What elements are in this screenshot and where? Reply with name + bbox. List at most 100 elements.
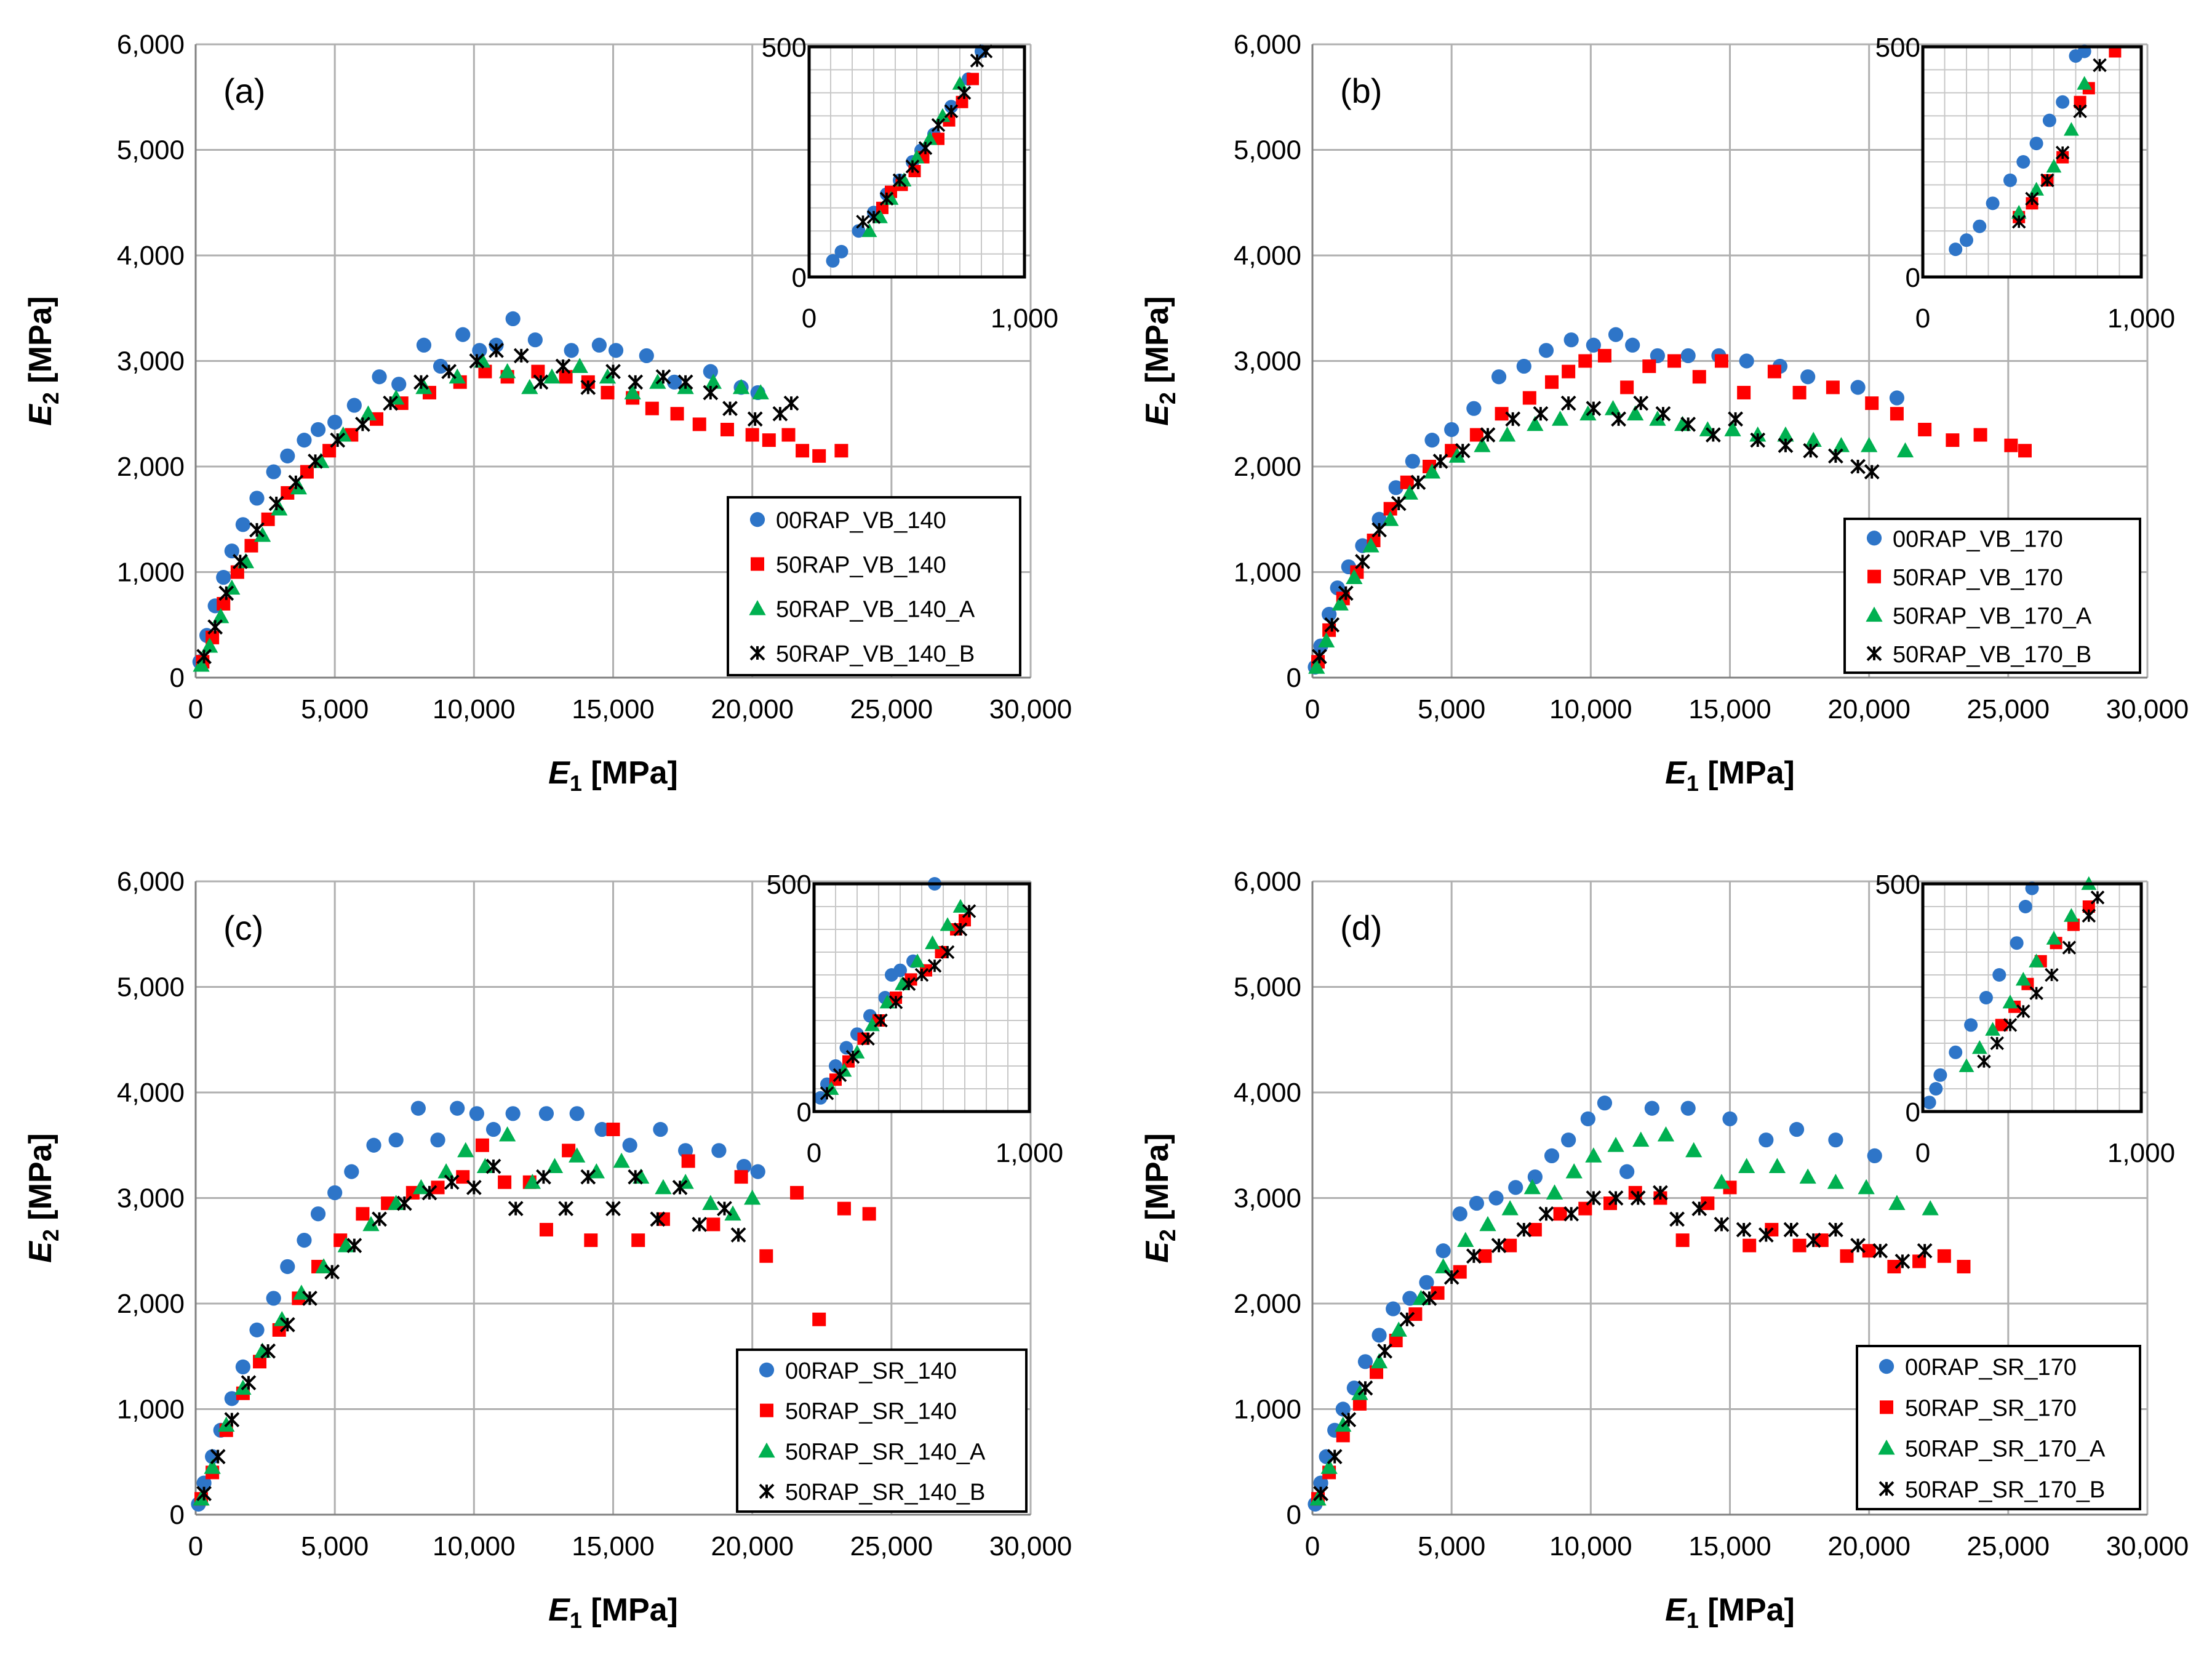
y-tick-label: 6,000 bbox=[1234, 867, 1301, 897]
x-axis-title: E1 [MPa] bbox=[548, 1592, 678, 1633]
data-point bbox=[1607, 1137, 1624, 1152]
data-point bbox=[196, 1475, 212, 1491]
data-point bbox=[249, 522, 265, 538]
data-point bbox=[1789, 1121, 1805, 1137]
data-point bbox=[1611, 411, 1626, 427]
data-point bbox=[241, 1375, 257, 1391]
inset-y-tick-label: 500 bbox=[762, 33, 807, 63]
data-point bbox=[1480, 427, 1496, 443]
data-point bbox=[433, 358, 449, 374]
data-point bbox=[1355, 553, 1370, 569]
data-point bbox=[356, 1207, 370, 1221]
y-axis-title-subscript: 2 bbox=[1155, 1229, 1180, 1241]
data-point bbox=[1872, 1243, 1888, 1259]
data-point bbox=[837, 1201, 851, 1216]
data-point bbox=[505, 1106, 521, 1121]
data-point bbox=[1501, 1200, 1519, 1216]
data-point bbox=[1313, 1475, 1328, 1491]
data-point bbox=[601, 385, 615, 399]
y-axis-title-subscript: 2 bbox=[38, 1229, 63, 1241]
data-point bbox=[1946, 433, 1960, 447]
y-tick-label: 1,000 bbox=[1234, 1395, 1301, 1425]
legend-box bbox=[736, 1348, 1028, 1513]
inset-y-tick-label: 0 bbox=[1906, 263, 1920, 293]
data-point bbox=[1865, 396, 1879, 411]
inset-x-tick-label: 1,000 bbox=[2107, 1138, 2175, 1168]
data-point bbox=[580, 379, 596, 395]
data-point bbox=[1488, 1190, 1504, 1206]
inset-data-point bbox=[820, 1086, 834, 1100]
data-point bbox=[1421, 1291, 1437, 1306]
data-point bbox=[205, 1449, 220, 1464]
y-axis-title: E2 [MPa] bbox=[1140, 1133, 1180, 1263]
inset-chart: 0 1,000 0 500 bbox=[767, 870, 1063, 1168]
data-point bbox=[235, 1359, 250, 1374]
y-tick-label: 5,000 bbox=[1234, 972, 1301, 1003]
data-point bbox=[1357, 1380, 1373, 1396]
data-point bbox=[834, 444, 848, 458]
x-axis-title: E1 [MPa] bbox=[1665, 1592, 1795, 1633]
data-point bbox=[588, 1163, 605, 1179]
data-point bbox=[533, 374, 549, 390]
y-tick-label: 2,000 bbox=[1234, 1289, 1301, 1319]
data-point bbox=[1466, 401, 1482, 416]
data-point bbox=[1630, 1190, 1646, 1206]
data-point bbox=[212, 607, 230, 623]
data-point bbox=[736, 1158, 752, 1174]
x-tick-label: 5,000 bbox=[301, 694, 369, 724]
data-point bbox=[1362, 537, 1380, 553]
inset-data-point bbox=[839, 1041, 853, 1055]
data-point bbox=[1452, 1206, 1467, 1222]
data-point bbox=[207, 619, 223, 635]
inset-data-point bbox=[2064, 908, 2079, 922]
data-point bbox=[1516, 1222, 1532, 1238]
inset-data-point bbox=[905, 159, 920, 174]
inset-data-point bbox=[2093, 58, 2107, 73]
x-axis-title-symbol: E bbox=[548, 1592, 570, 1628]
data-point bbox=[1372, 522, 1387, 538]
data-point bbox=[1498, 426, 1516, 442]
inset-data-point bbox=[2016, 155, 2030, 169]
data-point bbox=[1528, 1222, 1542, 1236]
x-tick-label: 10,000 bbox=[1549, 1531, 1632, 1561]
inset-data-point bbox=[944, 104, 959, 118]
data-point bbox=[1758, 1227, 1774, 1243]
data-point bbox=[372, 369, 387, 385]
data-point bbox=[703, 385, 719, 401]
data-point bbox=[752, 384, 769, 399]
data-point bbox=[1399, 1312, 1415, 1328]
x-tick-label: 0 bbox=[188, 694, 203, 724]
data-point bbox=[1527, 415, 1544, 431]
legend-marker bbox=[758, 1442, 775, 1458]
data-point bbox=[266, 464, 281, 479]
data-point bbox=[1545, 375, 1559, 389]
inset-data-point bbox=[904, 973, 917, 986]
data-point bbox=[730, 1227, 746, 1243]
data-point bbox=[1370, 1365, 1384, 1379]
inset-data-point bbox=[2029, 182, 2044, 196]
y-axis-title-subscript: 2 bbox=[38, 392, 63, 404]
data-point bbox=[1739, 353, 1754, 369]
inset-chart: 0 1,000 0 500 bbox=[762, 33, 1058, 334]
data-point bbox=[315, 1258, 332, 1273]
data-point bbox=[672, 1179, 688, 1195]
data-point bbox=[1619, 1164, 1635, 1179]
data-point bbox=[310, 1206, 326, 1222]
inset-data-point bbox=[2010, 936, 2024, 950]
inset-data-point bbox=[2082, 908, 2096, 923]
inset-data-point bbox=[1933, 1068, 1947, 1082]
data-point bbox=[498, 363, 516, 379]
inset-data-point bbox=[918, 141, 933, 155]
data-point bbox=[1453, 1265, 1467, 1279]
data-point bbox=[1644, 1100, 1659, 1116]
data-point bbox=[1533, 406, 1549, 422]
x-tick-label: 25,000 bbox=[1967, 1531, 2050, 1561]
inset-data-point bbox=[2003, 1018, 2018, 1032]
legend: 00RAP_VB_170 50RAP_VB_170 50RAP_VB_170_A 50… bbox=[1843, 518, 2141, 674]
x-tick-label: 10,000 bbox=[433, 1531, 516, 1561]
data-point bbox=[421, 1185, 437, 1201]
y-tick-label: 5,000 bbox=[117, 135, 185, 166]
inset-data-point bbox=[856, 214, 870, 229]
legend-box bbox=[1856, 1345, 2141, 1510]
